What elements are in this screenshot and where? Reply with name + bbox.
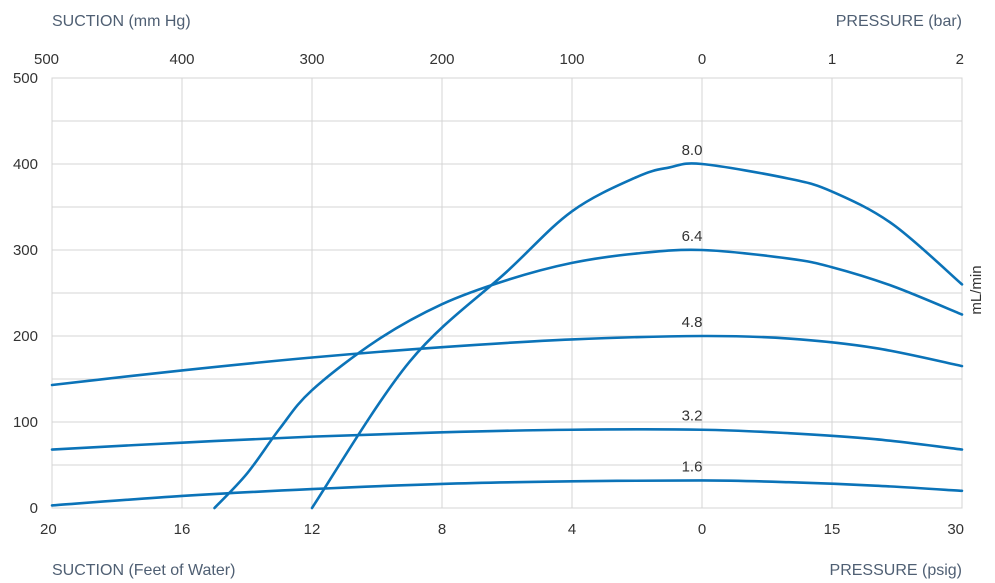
- right-y-axis-title: mL/min: [968, 265, 985, 314]
- top-left-axis-title: SUCTION (mm Hg): [52, 13, 191, 30]
- bottom-right-axis-title: PRESSURE (psig): [830, 562, 962, 579]
- series-label: 6.4: [682, 228, 703, 245]
- bottom-left-axis-title: SUCTION (Feet of Water): [52, 562, 235, 579]
- series-label: 4.8: [682, 314, 703, 331]
- series-line: [50, 428, 964, 451]
- bottom-x-tick-label: 30: [947, 521, 964, 538]
- bottom-x-tick-label: 0: [698, 521, 706, 538]
- grid: [51, 77, 963, 509]
- top-x-tick-label: 0: [698, 51, 706, 68]
- top-x-tick-label: 300: [299, 51, 324, 68]
- top-right-axis-title: PRESSURE (bar): [836, 13, 962, 30]
- series-line: [50, 479, 964, 507]
- series-line: [50, 334, 964, 387]
- series-line: [213, 248, 964, 510]
- y-tick-label: 200: [13, 328, 38, 345]
- series-label: 8.0: [682, 142, 703, 159]
- top-x-tick-label: 500: [34, 51, 59, 68]
- top-x-tick-label: 2: [956, 51, 964, 68]
- series-label: 3.2: [682, 408, 703, 425]
- bottom-x-tick-label: 4: [568, 521, 576, 538]
- bottom-x-tick-label: 16: [174, 521, 191, 538]
- y-axis-ticks: 0 100 200 300 400 500: [13, 70, 38, 517]
- bottom-x-tick-label: 20: [40, 521, 57, 538]
- bottom-x-tick-label: 8: [438, 521, 446, 538]
- top-x-tick-label: 1: [828, 51, 836, 68]
- series-curves: [50, 162, 964, 510]
- bottom-x-tick-label: 15: [824, 521, 841, 538]
- top-x-tick-label: 400: [169, 51, 194, 68]
- y-tick-label: 0: [30, 500, 38, 517]
- series-labels: 8.0 6.4 4.8 3.2 1.6: [682, 142, 703, 475]
- bottom-x-tick-label: 12: [304, 521, 321, 538]
- series-line: [310, 162, 964, 510]
- bottom-x-axis-ticks: 20 16 12 8 4 0 15 30: [40, 521, 964, 538]
- series-label: 1.6: [682, 458, 703, 475]
- y-tick-label: 300: [13, 242, 38, 259]
- y-tick-label: 400: [13, 156, 38, 173]
- top-x-tick-label: 100: [559, 51, 584, 68]
- top-x-axis-ticks: 500 400 300 200 100 0 1 2: [34, 51, 964, 68]
- y-tick-label: 500: [13, 70, 38, 87]
- top-x-tick-label: 200: [429, 51, 454, 68]
- y-tick-label: 100: [13, 414, 38, 431]
